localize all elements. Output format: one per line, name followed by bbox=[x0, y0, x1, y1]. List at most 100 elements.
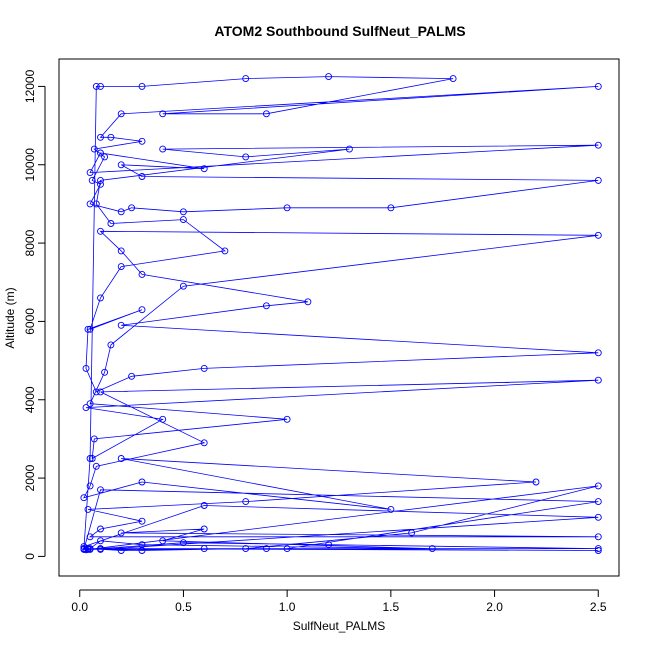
data-point bbox=[179, 208, 187, 216]
data-point bbox=[86, 482, 94, 490]
series-layer bbox=[80, 73, 602, 554]
data-point bbox=[179, 216, 187, 224]
y-axis-label: Altitude (m) bbox=[3, 287, 17, 348]
data-point bbox=[97, 227, 104, 235]
data-point bbox=[262, 302, 270, 310]
data-point bbox=[92, 388, 100, 396]
x-axis-label: SulfNeut_PALMS bbox=[293, 619, 386, 633]
data-point bbox=[242, 75, 250, 83]
data-point bbox=[325, 73, 333, 81]
data-point bbox=[594, 349, 602, 357]
data-point bbox=[101, 368, 109, 376]
data-point bbox=[594, 376, 602, 384]
data-point bbox=[97, 545, 104, 553]
data-point bbox=[86, 400, 94, 408]
data-point bbox=[594, 82, 602, 90]
data-point bbox=[594, 545, 602, 553]
data-point bbox=[80, 494, 88, 502]
data-point bbox=[86, 325, 94, 333]
data-point bbox=[117, 110, 125, 118]
data-point bbox=[97, 525, 104, 533]
y-tick-label: 4000 bbox=[23, 386, 37, 413]
data-point bbox=[92, 462, 100, 470]
data-point bbox=[128, 204, 136, 212]
data-point bbox=[262, 545, 270, 553]
data-point bbox=[262, 110, 270, 118]
data-point bbox=[200, 502, 208, 509]
data-point bbox=[594, 141, 602, 149]
data-point bbox=[97, 149, 104, 157]
y-tick-label: 0 bbox=[23, 553, 37, 560]
series-line bbox=[83, 76, 599, 551]
data-point bbox=[200, 439, 208, 447]
data-point bbox=[594, 231, 602, 239]
x-tick-label: 1.0 bbox=[279, 600, 296, 614]
x-tick-label: 0.0 bbox=[71, 600, 88, 614]
data-point bbox=[84, 505, 92, 513]
data-point bbox=[128, 372, 136, 380]
data-point bbox=[82, 404, 90, 412]
data-point bbox=[304, 298, 312, 306]
data-point bbox=[117, 529, 125, 537]
data-point bbox=[86, 169, 94, 177]
data-point bbox=[325, 541, 333, 549]
data-point bbox=[107, 220, 115, 227]
y-tick-label: 12000 bbox=[23, 69, 37, 103]
data-point bbox=[84, 545, 92, 553]
data-point bbox=[594, 498, 602, 506]
data-point bbox=[345, 145, 353, 153]
data-point bbox=[90, 435, 98, 443]
x-tick-label: 2.5 bbox=[590, 600, 607, 614]
y-tick-label: 6000 bbox=[23, 308, 37, 335]
plot-frame bbox=[58, 58, 620, 577]
data-point bbox=[594, 176, 602, 184]
data-point bbox=[97, 133, 104, 141]
data-point bbox=[107, 341, 115, 349]
data-point bbox=[242, 153, 250, 161]
data-point bbox=[82, 364, 90, 372]
data-point bbox=[594, 513, 602, 521]
data-point bbox=[97, 537, 104, 545]
data-point bbox=[532, 478, 540, 486]
x-axis: 0.0 0.5 1.0 1.5 2.0 2.5 bbox=[71, 589, 607, 614]
data-point bbox=[138, 306, 146, 314]
data-point bbox=[387, 505, 395, 513]
chart-title: ATOM2 Southbound SulfNeut_PALMS bbox=[214, 23, 465, 39]
data-point bbox=[97, 82, 104, 90]
data-point bbox=[387, 204, 395, 212]
data-point bbox=[138, 173, 146, 180]
data-point bbox=[200, 525, 208, 533]
data-point bbox=[90, 145, 98, 153]
data-point bbox=[159, 110, 167, 118]
y-tick-label: 2000 bbox=[23, 464, 37, 491]
data-point bbox=[86, 533, 94, 541]
data-point bbox=[86, 545, 94, 553]
data-point bbox=[138, 478, 146, 486]
data-point bbox=[97, 294, 104, 302]
data-point bbox=[107, 133, 115, 141]
data-point bbox=[159, 145, 167, 153]
data-point bbox=[101, 153, 109, 161]
data-point bbox=[138, 82, 146, 90]
data-point bbox=[117, 263, 125, 271]
data-point bbox=[159, 415, 167, 423]
data-point bbox=[84, 325, 92, 333]
data-point bbox=[283, 204, 291, 212]
data-point bbox=[88, 176, 96, 184]
data-point bbox=[408, 529, 416, 537]
data-point bbox=[200, 364, 208, 372]
y-tick-label: 10000 bbox=[23, 148, 37, 182]
data-point bbox=[138, 517, 146, 525]
data-point bbox=[200, 545, 208, 553]
x-tick-label: 1.5 bbox=[383, 600, 400, 614]
data-point bbox=[97, 180, 104, 188]
x-tick-label: 2.0 bbox=[486, 600, 503, 614]
y-tick-label: 8000 bbox=[23, 229, 37, 256]
data-point bbox=[86, 455, 94, 462]
data-point bbox=[594, 482, 602, 490]
data-point bbox=[97, 388, 104, 396]
data-point bbox=[117, 547, 125, 554]
data-point bbox=[117, 321, 125, 329]
